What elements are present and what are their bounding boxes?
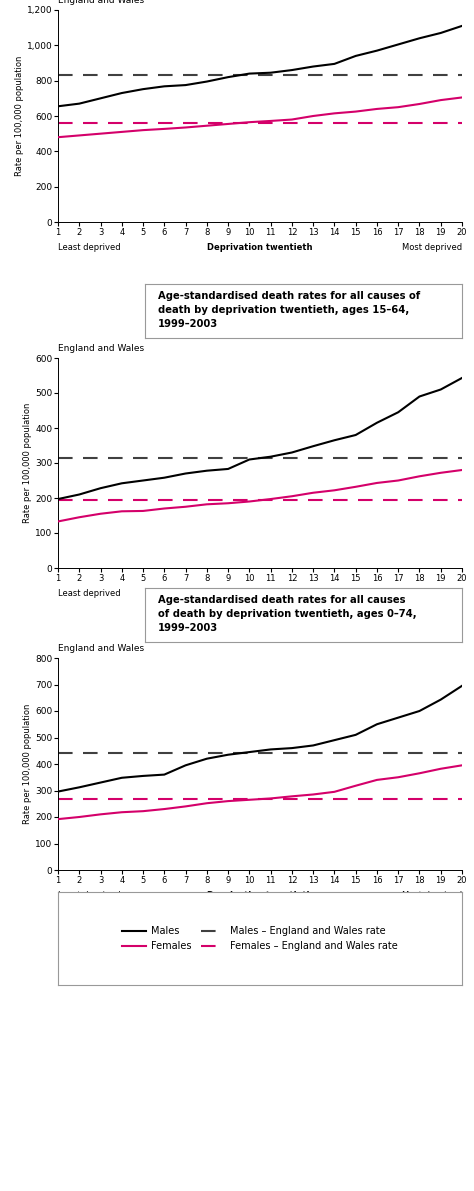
Text: Least deprived: Least deprived <box>58 590 120 598</box>
Y-axis label: Rate per 100,000 population: Rate per 100,000 population <box>23 704 32 824</box>
Text: England and Wales: England and Wales <box>58 344 144 354</box>
Text: Deprivation twentieth: Deprivation twentieth <box>207 243 313 252</box>
Text: Least deprived: Least deprived <box>58 243 120 252</box>
Text: Most deprived: Most deprived <box>402 243 462 252</box>
Text: Most deprived: Most deprived <box>402 891 462 900</box>
Text: Deprivation twentieth: Deprivation twentieth <box>207 590 313 598</box>
Text: Most deprived: Most deprived <box>402 590 462 598</box>
Text: Figure 3b: Figure 3b <box>72 306 131 316</box>
Text: Figure 3c: Figure 3c <box>73 610 130 621</box>
Text: Age-standardised death rates for all causes
of death by deprivation twentieth, a: Age-standardised death rates for all cau… <box>157 596 416 632</box>
Text: Age-standardised death rates for all causes of
death by deprivation twentieth, a: Age-standardised death rates for all cau… <box>157 291 420 329</box>
Y-axis label: Rate per 100,000 population: Rate per 100,000 population <box>23 403 32 523</box>
Text: England and Wales: England and Wales <box>58 0 144 5</box>
Text: Least deprived: Least deprived <box>58 891 120 900</box>
Text: Deprivation twentieth: Deprivation twentieth <box>207 891 313 900</box>
Text: England and Wales: England and Wales <box>58 644 144 653</box>
Legend: Males, Females, Males – England and Wales rate, Females – England and Wales rate: Males, Females, Males – England and Wale… <box>114 918 406 959</box>
Y-axis label: Rate per 100,000 population: Rate per 100,000 population <box>15 56 24 176</box>
